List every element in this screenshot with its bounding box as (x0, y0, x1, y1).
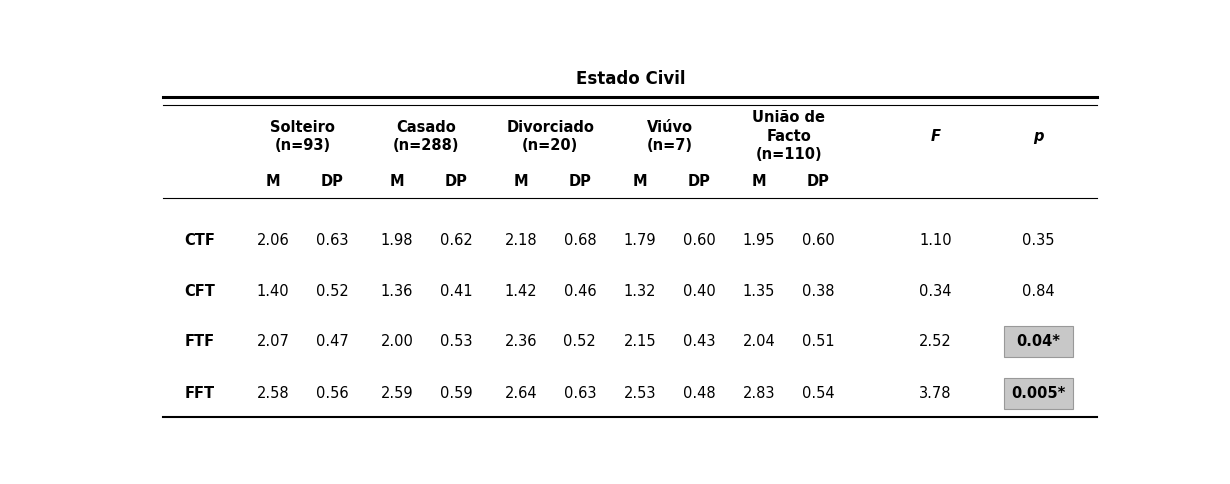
Text: (n=93): (n=93) (274, 138, 331, 153)
Text: 2.52: 2.52 (919, 334, 952, 349)
Text: Casado: Casado (396, 120, 456, 135)
Text: Solteiro: Solteiro (271, 120, 335, 135)
Text: 0.63: 0.63 (563, 386, 597, 401)
Text: (n=7): (n=7) (647, 138, 692, 153)
Text: 3.78: 3.78 (919, 386, 952, 401)
Text: 2.07: 2.07 (257, 334, 289, 349)
Text: 0.04*: 0.04* (1016, 334, 1060, 349)
Text: FTF: FTF (184, 334, 214, 349)
Text: 0.51: 0.51 (802, 334, 834, 349)
Text: 0.47: 0.47 (316, 334, 348, 349)
Text: (n=110): (n=110) (755, 148, 822, 163)
Text: M: M (752, 174, 766, 189)
Text: (n=20): (n=20) (523, 138, 578, 153)
Text: 0.53: 0.53 (439, 334, 472, 349)
Text: 0.60: 0.60 (683, 233, 716, 248)
Text: DP: DP (807, 174, 829, 189)
Text: Facto: Facto (766, 129, 811, 144)
Text: Viúvo: Viúvo (647, 120, 692, 135)
Text: DP: DP (568, 174, 592, 189)
Text: p: p (1033, 129, 1043, 144)
Text: 0.84: 0.84 (1022, 284, 1054, 299)
Text: 0.62: 0.62 (439, 233, 472, 248)
Text: 1.42: 1.42 (504, 284, 538, 299)
Text: 1.35: 1.35 (743, 284, 775, 299)
Text: 0.54: 0.54 (802, 386, 834, 401)
Text: União de: União de (752, 110, 825, 125)
Text: 2.64: 2.64 (504, 386, 538, 401)
Text: 0.59: 0.59 (439, 386, 472, 401)
Text: 0.48: 0.48 (683, 386, 716, 401)
Text: DP: DP (321, 174, 343, 189)
Text: 2.15: 2.15 (624, 334, 657, 349)
Text: 0.60: 0.60 (802, 233, 834, 248)
Text: 1.79: 1.79 (624, 233, 657, 248)
Text: M: M (513, 174, 528, 189)
Text: M: M (632, 174, 647, 189)
Text: 1.10: 1.10 (919, 233, 952, 248)
Text: 0.35: 0.35 (1022, 233, 1054, 248)
Text: 2.58: 2.58 (257, 386, 289, 401)
FancyBboxPatch shape (1004, 378, 1073, 409)
Text: 2.18: 2.18 (504, 233, 538, 248)
Text: 0.63: 0.63 (316, 233, 348, 248)
Text: 2.00: 2.00 (380, 334, 413, 349)
Text: 0.38: 0.38 (802, 284, 834, 299)
Text: 0.52: 0.52 (316, 284, 348, 299)
Text: 2.06: 2.06 (257, 233, 289, 248)
Text: M: M (266, 174, 280, 189)
FancyBboxPatch shape (1004, 326, 1073, 357)
Text: 1.32: 1.32 (624, 284, 656, 299)
Text: CTF: CTF (184, 233, 215, 248)
Text: 0.43: 0.43 (683, 334, 716, 349)
Text: DP: DP (444, 174, 467, 189)
Text: CFT: CFT (184, 284, 215, 299)
Text: FFT: FFT (184, 386, 214, 401)
Text: 0.40: 0.40 (683, 284, 716, 299)
Text: Estado Civil: Estado Civil (576, 70, 685, 88)
Text: 2.83: 2.83 (743, 386, 775, 401)
Text: 0.68: 0.68 (563, 233, 597, 248)
Text: 1.95: 1.95 (743, 233, 775, 248)
Text: (n=288): (n=288) (394, 138, 460, 153)
Text: 0.41: 0.41 (439, 284, 472, 299)
Text: 0.34: 0.34 (919, 284, 952, 299)
Text: 1.40: 1.40 (257, 284, 289, 299)
Text: 0.56: 0.56 (316, 386, 348, 401)
Text: 1.36: 1.36 (380, 284, 413, 299)
Text: 0.52: 0.52 (563, 334, 597, 349)
Text: 2.04: 2.04 (743, 334, 775, 349)
Text: F: F (930, 129, 941, 144)
Text: 2.53: 2.53 (624, 386, 656, 401)
Text: 2.36: 2.36 (504, 334, 538, 349)
Text: 0.005*: 0.005* (1011, 386, 1065, 401)
Text: 0.46: 0.46 (563, 284, 597, 299)
Text: M: M (390, 174, 405, 189)
Text: Divorciado: Divorciado (507, 120, 594, 135)
Text: DP: DP (688, 174, 711, 189)
Text: 1.98: 1.98 (380, 233, 413, 248)
Text: 2.59: 2.59 (380, 386, 413, 401)
